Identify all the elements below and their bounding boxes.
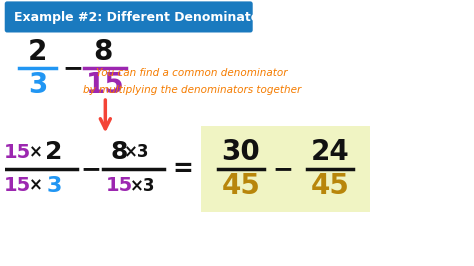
Text: −: − [273,157,293,181]
Text: 15: 15 [4,176,31,195]
Text: −: − [81,157,102,181]
Text: 15: 15 [106,176,133,195]
Text: 24: 24 [310,138,349,166]
Text: 3: 3 [46,176,62,196]
Text: ×: × [29,177,43,195]
Text: ×3: ×3 [130,177,155,195]
Text: 15: 15 [4,143,31,162]
Text: 30: 30 [222,138,260,166]
Text: 15: 15 [86,71,125,99]
FancyBboxPatch shape [5,1,253,32]
Text: 8: 8 [110,140,128,164]
Text: by multiplying the denominators together: by multiplying the denominators together [83,85,301,95]
Text: 2: 2 [28,38,47,66]
Text: Example #2: Different Denominators: Example #2: Different Denominators [14,11,273,24]
Text: ×: × [29,143,43,161]
Text: 2: 2 [45,140,63,164]
Text: −: − [62,56,83,80]
Text: ×3: ×3 [124,143,149,161]
Text: 45: 45 [310,172,349,200]
Text: 3: 3 [28,71,47,99]
Text: =: = [172,157,193,181]
Text: You can find a common denominator: You can find a common denominator [96,68,288,78]
Text: 8: 8 [93,38,113,66]
FancyBboxPatch shape [201,126,370,212]
Text: 45: 45 [221,172,260,200]
